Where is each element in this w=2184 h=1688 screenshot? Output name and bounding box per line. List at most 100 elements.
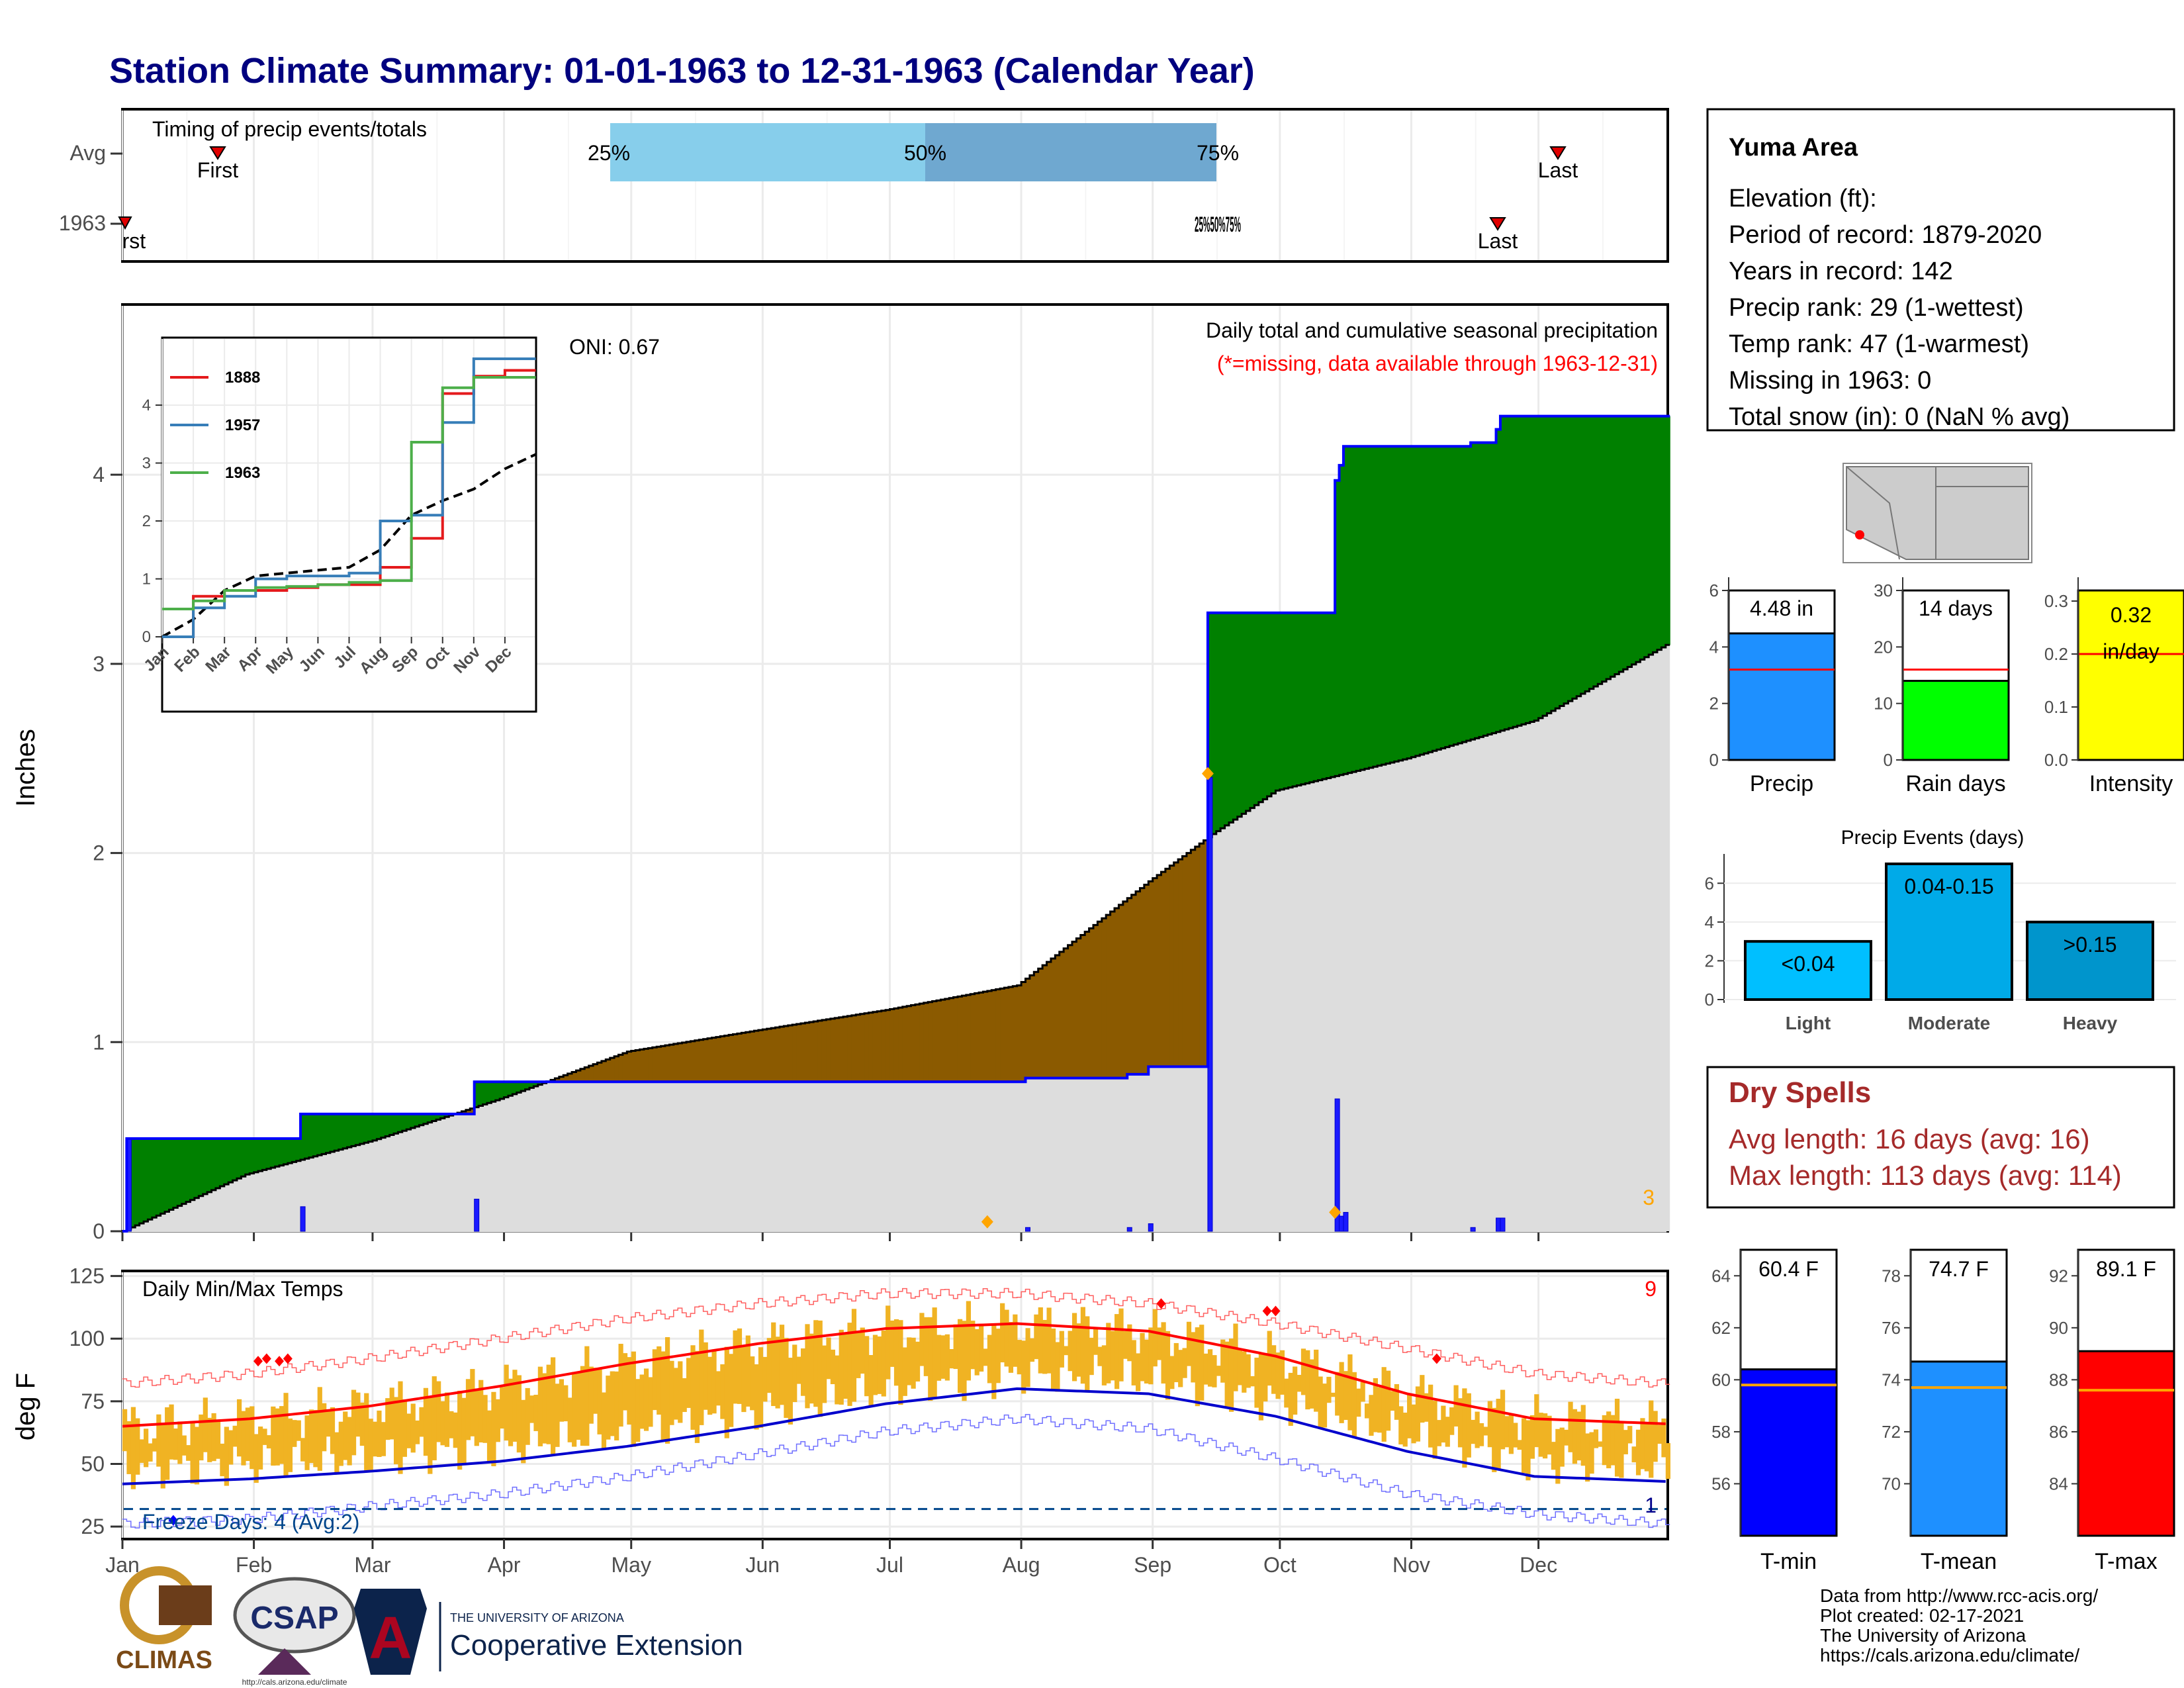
below-normal-fill — [1076, 938, 1081, 1078]
daily-temp-range-bar — [1580, 1405, 1586, 1466]
daily-temp-range-bar — [1284, 1378, 1289, 1408]
daily-temp-range-bar — [546, 1364, 551, 1444]
station-info-line: Temp rank: 47 (1-warmest) — [1729, 330, 2029, 358]
above-normal-fill — [1555, 416, 1561, 709]
daily-temp-range-bar — [809, 1333, 814, 1404]
daily-temp-range-bar — [169, 1404, 174, 1460]
events-tick-label: 0 — [1705, 990, 1714, 1009]
daily-temp-range-bar — [1453, 1385, 1459, 1427]
daily-temp-range-bar — [1131, 1340, 1136, 1385]
above-normal-fill — [1635, 416, 1641, 663]
above-normal-fill — [1233, 612, 1238, 820]
daily-temp-range-bar — [1547, 1415, 1552, 1455]
above-normal-fill — [1640, 416, 1645, 660]
daily-temp-range-bar — [1330, 1392, 1336, 1397]
daily-temp-range-bar — [826, 1337, 831, 1380]
daily-temp-range-bar — [232, 1425, 238, 1447]
above-normal-fill — [1420, 446, 1425, 755]
daily-temp-range-bar — [1004, 1309, 1009, 1367]
daily-temp-range-bar — [126, 1421, 132, 1474]
temp-bar-tick-label: 64 — [1711, 1266, 1731, 1286]
below-normal-fill — [559, 1076, 564, 1082]
daily-temp-range-bar — [1101, 1345, 1107, 1385]
daily-temp-range-bar — [152, 1438, 158, 1452]
above-normal-fill — [1385, 446, 1391, 764]
daily-temp-range-bar — [686, 1358, 692, 1408]
station-info-line: Total snow (in): 0 (NaN % avg) — [1729, 403, 2070, 431]
below-normal-fill — [1000, 988, 1005, 1082]
daily-temp-range-bar — [173, 1429, 179, 1460]
above-normal-fill — [377, 1113, 382, 1139]
above-normal-fill — [1267, 612, 1272, 797]
daily-temp-range-bar — [886, 1305, 891, 1380]
inset-tick-label: 0 — [142, 628, 151, 646]
daily-temp-range-bar — [508, 1378, 514, 1446]
daily-temp-range-bar — [410, 1403, 416, 1453]
daily-temp-range-bar — [1122, 1331, 1128, 1359]
temp-bar-tick-label: 84 — [2049, 1474, 2068, 1493]
daily-temp-range-bar — [1369, 1395, 1374, 1436]
inset-legend-1957: 1957 — [225, 416, 260, 434]
temp-tick-label: 50 — [81, 1452, 105, 1476]
precip-ylabel: Inches — [11, 729, 40, 807]
below-normal-fill — [779, 1027, 784, 1082]
above-normal-fill — [1322, 612, 1327, 780]
above-normal-fill — [1576, 416, 1582, 696]
daily-temp-range-bar — [1186, 1321, 1192, 1366]
daily-temp-range-bar — [1169, 1356, 1175, 1389]
daily-temp-range-bar — [1457, 1398, 1463, 1448]
timing-row-1963: 1963 — [59, 211, 106, 235]
daily-temp-range-bar — [139, 1439, 144, 1463]
daily-temp-range-bar — [707, 1356, 713, 1415]
daily-temp-range-bar — [1360, 1382, 1365, 1402]
daily-temp-range-bar — [160, 1423, 165, 1489]
above-normal-fill — [1665, 416, 1670, 645]
daily-temp-range-bar — [643, 1368, 649, 1431]
below-normal-fill — [851, 1015, 856, 1082]
above-normal-fill — [415, 1113, 420, 1127]
below-normal-fill — [1144, 884, 1149, 1074]
daily-temp-range-bar — [1415, 1386, 1421, 1442]
daily-precip-bar — [474, 1198, 480, 1232]
temp-bar-tick-label: 58 — [1711, 1422, 1731, 1442]
daily-temp-range-bar — [1606, 1411, 1612, 1469]
below-normal-fill — [669, 1045, 674, 1082]
intensity-unit-label: in/day — [2103, 639, 2159, 663]
above-normal-fill — [130, 1139, 136, 1228]
daily-temp-range-bar — [1538, 1413, 1543, 1457]
daily-temp-range-bar — [533, 1395, 539, 1431]
below-normal-fill — [1080, 935, 1085, 1078]
daily-temp-range-bar — [775, 1336, 780, 1409]
above-normal-fill — [275, 1139, 280, 1167]
above-normal-fill — [1475, 442, 1480, 739]
daily-temp-range-bar — [1589, 1432, 1594, 1474]
below-normal-fill — [682, 1042, 687, 1082]
daily-temp-range-bar — [851, 1309, 857, 1402]
daily-temp-range-bar — [1517, 1440, 1522, 1450]
above-normal-fill — [148, 1139, 153, 1220]
rain-days-label: 14 days — [1919, 596, 1993, 620]
above-normal-fill — [1250, 612, 1255, 808]
below-normal-fill — [1169, 865, 1175, 1067]
above-normal-fill — [1364, 446, 1369, 769]
daily-temp-range-bar — [940, 1335, 946, 1379]
below-normal-fill — [835, 1017, 840, 1082]
daily-temp-range-bar — [1000, 1303, 1005, 1363]
daily-temp-range-bar — [584, 1346, 590, 1446]
below-normal-fill — [1071, 941, 1077, 1078]
daily-temp-range-bar — [1377, 1387, 1383, 1433]
mini-bar-tick-label: 0 — [1884, 750, 1893, 770]
daily-temp-range-bar — [762, 1356, 768, 1402]
daily-temp-range-bar — [983, 1348, 988, 1366]
daily-temp-range-bar — [500, 1387, 505, 1429]
above-normal-fill — [313, 1113, 318, 1156]
daily-temp-range-bar — [512, 1370, 518, 1442]
month-label: Apr — [488, 1553, 521, 1577]
ua-coop-extension: Cooperative Extension — [450, 1629, 743, 1662]
above-normal-fill — [177, 1139, 183, 1206]
daily-temp-range-bar — [262, 1429, 267, 1445]
record-high-marker — [275, 1356, 285, 1367]
below-normal-fill — [1101, 918, 1107, 1078]
above-normal-fill — [1483, 442, 1488, 736]
above-normal-fill — [1228, 612, 1234, 823]
